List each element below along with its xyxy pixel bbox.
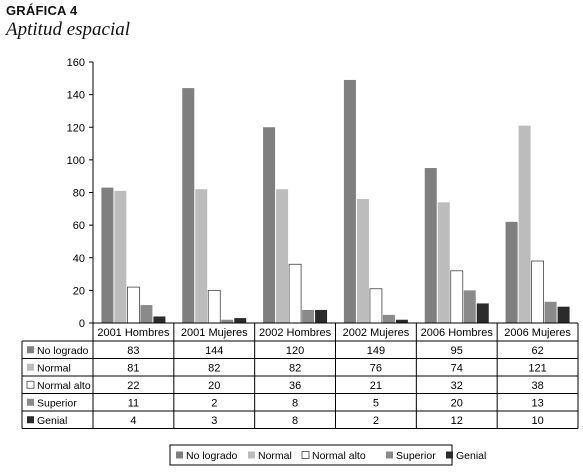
category-label: 2001 Mujeres <box>181 327 248 339</box>
bar <box>276 189 289 323</box>
bar <box>263 127 276 323</box>
data-label: 4 <box>130 415 136 427</box>
bar <box>476 303 489 323</box>
data-label: 74 <box>451 362 463 374</box>
data-label: 32 <box>451 380 463 392</box>
data-label: 76 <box>370 362 382 374</box>
data-label: 38 <box>531 380 543 392</box>
bar <box>114 190 127 323</box>
bar <box>518 125 531 324</box>
data-label: 20 <box>451 397 463 409</box>
legend-label: Normal <box>258 450 292 462</box>
bar <box>343 79 356 323</box>
legend-swatch <box>301 451 310 459</box>
bar <box>127 286 140 324</box>
data-label: 144 <box>205 345 223 357</box>
data-label: 95 <box>451 345 463 357</box>
bar <box>424 168 437 323</box>
row-swatch <box>27 346 34 354</box>
bar <box>369 288 383 324</box>
data-label: 11 <box>128 397 139 409</box>
data-label: 13 <box>531 397 543 409</box>
row-swatch <box>27 398 34 406</box>
bar <box>544 301 557 323</box>
bar <box>140 305 153 323</box>
bar <box>302 309 315 323</box>
data-label: 2 <box>373 415 379 427</box>
data-label: 82 <box>208 362 220 374</box>
data-label: 82 <box>289 362 301 374</box>
figure-label: GRÁFICA 4 <box>6 3 78 18</box>
y-tick-label: 140 <box>67 90 85 102</box>
legend-swatch <box>446 451 453 459</box>
bar <box>234 318 247 323</box>
row-label: Normal <box>37 362 71 374</box>
y-tick-label: 80 <box>73 188 85 200</box>
data-label: 12 <box>451 415 463 427</box>
data-label: 22 <box>127 380 139 392</box>
data-label: 8 <box>292 415 298 427</box>
data-label: 62 <box>531 345 543 357</box>
bar <box>450 270 464 324</box>
row-label: No logrado <box>37 345 89 357</box>
data-label: 5 <box>373 397 379 409</box>
y-tick-label: 100 <box>67 155 85 167</box>
bar <box>315 309 328 323</box>
bar <box>195 189 208 323</box>
data-label: 81 <box>127 362 139 374</box>
bar <box>182 88 195 323</box>
bar <box>505 221 518 323</box>
data-label: 83 <box>127 345 139 357</box>
data-label: 121 <box>528 362 546 374</box>
bar <box>437 202 450 323</box>
data-label: 2 <box>211 397 217 409</box>
data-label: 20 <box>208 380 220 392</box>
data-label: 149 <box>367 345 385 357</box>
data-label: 3 <box>211 415 217 427</box>
y-tick-label: 160 <box>67 57 85 69</box>
legend-label: Normal alto <box>312 450 366 462</box>
legend-swatch <box>386 451 393 459</box>
y-tick-label: 20 <box>73 285 85 297</box>
legend-swatch <box>176 451 183 459</box>
bar <box>557 306 570 323</box>
bar <box>463 290 476 323</box>
y-tick-label: 60 <box>73 220 85 232</box>
bar <box>356 199 369 323</box>
row-label: Superior <box>37 397 77 409</box>
row-label: Genial <box>37 415 67 427</box>
bar <box>153 316 166 323</box>
data-label: 120 <box>286 345 304 357</box>
category-label: 2006 Hombres <box>421 327 494 339</box>
data-label: 21 <box>370 380 382 392</box>
row-swatch <box>27 363 34 371</box>
category-label: 2001 Hombres <box>97 327 170 339</box>
legend-swatch <box>248 451 255 459</box>
row-swatch <box>26 380 35 389</box>
y-tick-label: 0 <box>79 318 85 330</box>
chart-title: Aptitud espacial <box>6 19 131 40</box>
bar <box>101 187 114 323</box>
bar <box>207 289 221 324</box>
bar <box>288 263 302 324</box>
data-label: 36 <box>289 380 301 392</box>
category-label: 2002 Hombres <box>259 327 332 339</box>
category-label: 2006 Mujeres <box>504 327 571 339</box>
bar <box>382 314 395 323</box>
y-tick-label: 120 <box>67 122 85 134</box>
y-tick-label: 40 <box>73 253 85 265</box>
data-label: 8 <box>292 397 298 409</box>
legend-label: Genial <box>456 450 486 462</box>
bar <box>531 260 544 324</box>
data-label: 10 <box>531 415 543 427</box>
bar <box>395 319 408 323</box>
bar <box>221 319 234 323</box>
row-swatch <box>27 416 34 424</box>
legend-label: Superior <box>396 450 436 462</box>
category-label: 2002 Mujeres <box>343 327 410 339</box>
legend-label: No logrado <box>186 450 238 462</box>
row-label: Normal alto <box>37 380 91 392</box>
